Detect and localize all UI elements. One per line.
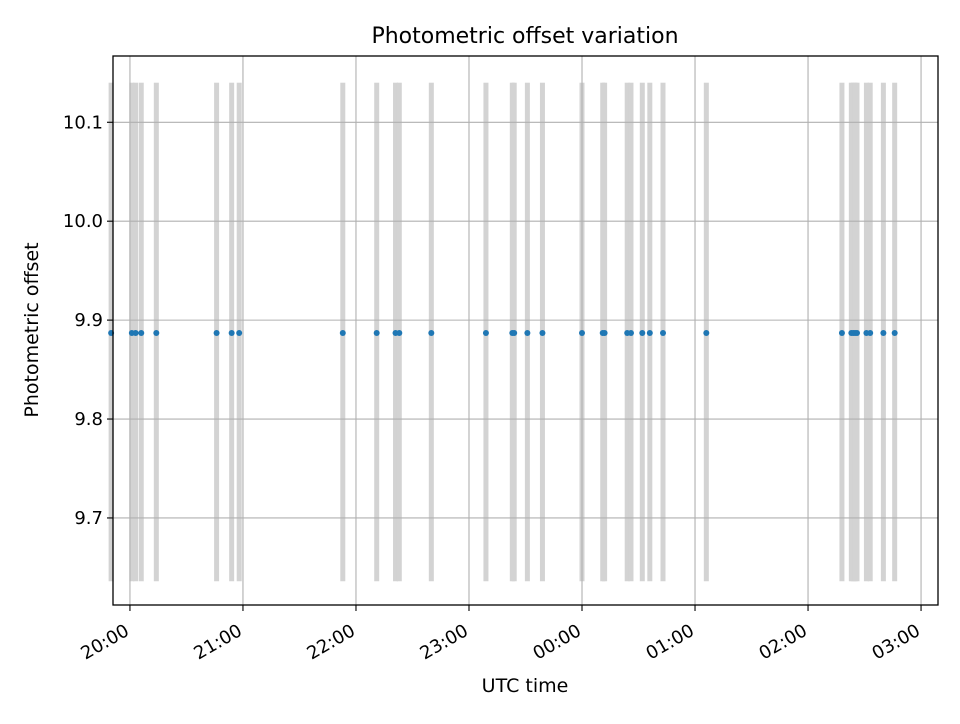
data-point	[138, 329, 145, 336]
y-axis: 9.7 9.8 9.9 10.0 10.1	[63, 112, 113, 529]
data-point	[639, 329, 646, 336]
data-point	[213, 329, 220, 336]
data-point	[579, 329, 586, 336]
y-tick-label: 9.8	[74, 409, 103, 430]
data-point	[867, 329, 874, 336]
data-point	[373, 329, 380, 336]
data-point	[627, 329, 634, 336]
data-point	[854, 329, 861, 336]
data-point	[511, 329, 518, 336]
data-point	[646, 329, 653, 336]
plot-frame	[112, 55, 939, 606]
data-point	[601, 329, 608, 336]
x-axis-label: UTC time	[482, 675, 569, 697]
data-point	[891, 329, 898, 336]
y-tick-label: 9.7	[74, 508, 103, 529]
data-point	[228, 329, 235, 336]
chart-title: Photometric offset variation	[371, 24, 678, 49]
data-point	[539, 329, 546, 336]
data-point	[396, 329, 403, 336]
data-point	[339, 329, 346, 336]
data-point	[132, 329, 139, 336]
y-tick-label: 9.9	[74, 310, 103, 331]
data-point	[703, 329, 710, 336]
y-tick-label: 10.0	[63, 211, 103, 232]
data-point	[524, 329, 531, 336]
y-tick-label: 10.1	[63, 112, 103, 133]
data-point	[236, 329, 243, 336]
data-point	[482, 329, 489, 336]
data-points	[108, 329, 898, 336]
data-point	[880, 329, 887, 336]
data-point	[428, 329, 435, 336]
data-point	[838, 329, 845, 336]
y-axis-label: Photometric offset	[21, 242, 43, 417]
data-point	[660, 329, 666, 336]
data-point	[153, 329, 160, 336]
